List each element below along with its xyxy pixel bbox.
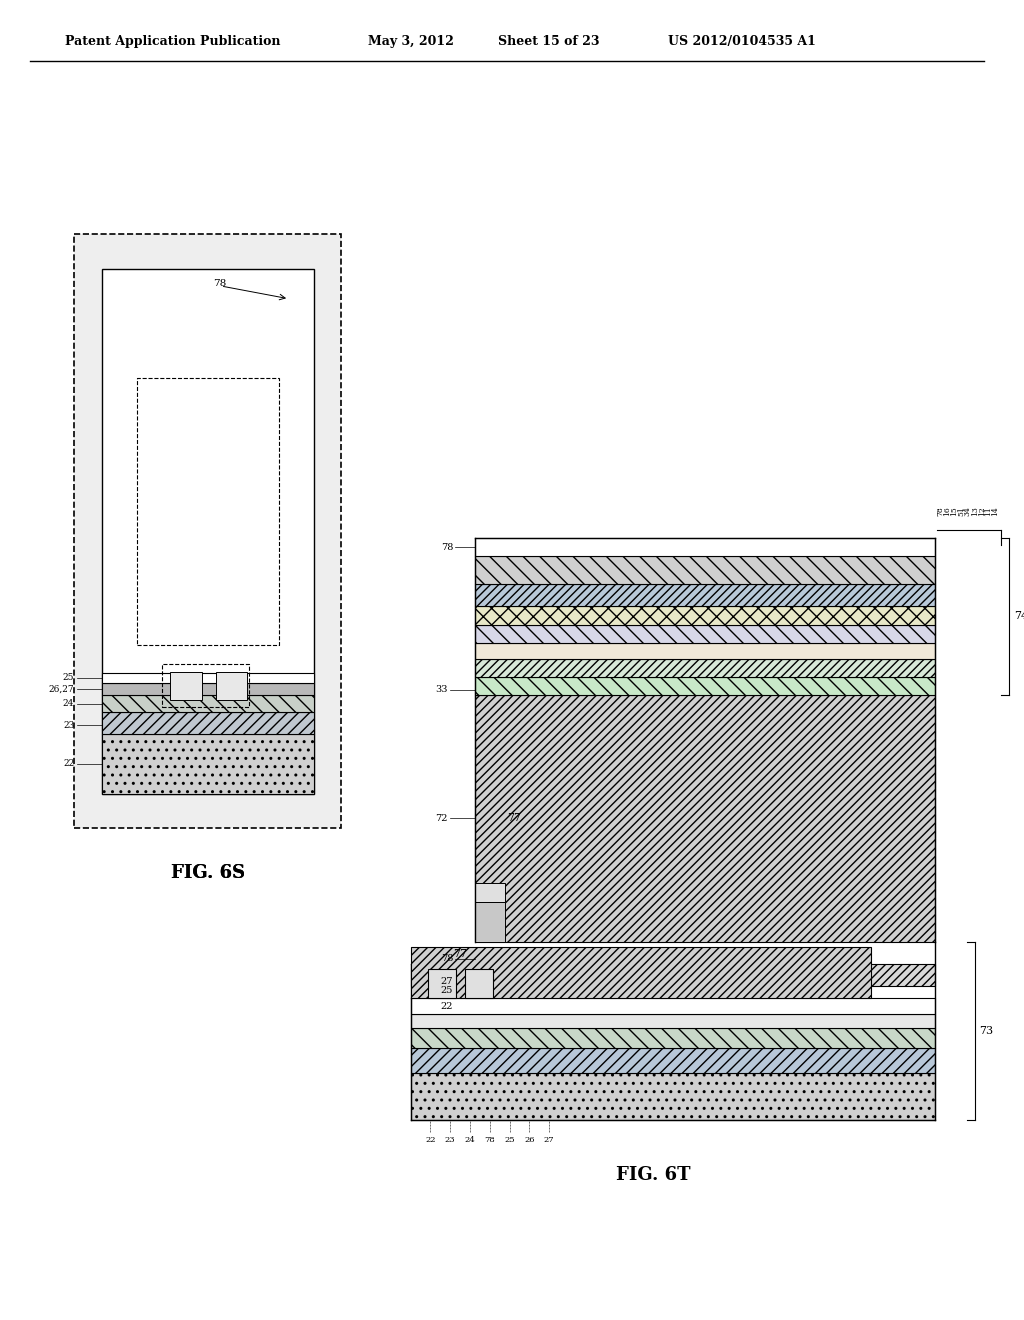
Text: 27: 27 <box>440 977 454 986</box>
Text: 11: 11 <box>985 506 992 516</box>
Text: 23: 23 <box>62 721 74 730</box>
Bar <box>475 694 935 942</box>
Text: 15: 15 <box>950 506 958 516</box>
Bar <box>216 672 248 700</box>
Bar <box>170 672 202 700</box>
Bar <box>74 235 341 828</box>
Text: 72: 72 <box>435 814 447 822</box>
Bar <box>475 626 935 643</box>
Bar <box>102 694 313 713</box>
Bar <box>411 1028 935 1048</box>
Text: FIG. 6S: FIG. 6S <box>171 863 245 882</box>
Text: 16: 16 <box>943 506 951 516</box>
Bar <box>475 606 935 626</box>
Bar <box>475 659 935 677</box>
Text: 34: 34 <box>964 506 972 516</box>
Text: 24: 24 <box>62 700 74 708</box>
Bar <box>411 1048 935 1073</box>
Text: 78: 78 <box>441 543 454 552</box>
Text: 51: 51 <box>956 506 965 516</box>
Bar <box>475 556 935 583</box>
Bar <box>475 903 505 942</box>
Bar <box>475 643 935 659</box>
Text: 26: 26 <box>524 1137 535 1144</box>
Text: 33: 33 <box>435 685 447 694</box>
Text: 23: 23 <box>445 1137 456 1144</box>
Text: 25: 25 <box>441 986 454 995</box>
Text: 78: 78 <box>484 1137 496 1144</box>
Bar <box>102 682 313 694</box>
Text: 24: 24 <box>465 1137 475 1144</box>
Bar <box>411 1014 935 1028</box>
Text: 78: 78 <box>936 506 944 516</box>
Bar <box>475 583 935 606</box>
Text: FIG. 6T: FIG. 6T <box>615 1166 690 1184</box>
Text: 25: 25 <box>62 673 74 682</box>
Text: 77: 77 <box>508 813 521 824</box>
Text: 74: 74 <box>1014 611 1024 622</box>
Text: 22: 22 <box>62 759 74 768</box>
Bar <box>475 539 935 556</box>
Text: 12: 12 <box>978 506 986 516</box>
Text: 27: 27 <box>544 1137 555 1144</box>
Text: Patent Application Publication: Patent Application Publication <box>66 36 281 48</box>
Bar <box>136 378 280 645</box>
Bar <box>475 883 505 903</box>
Text: 77: 77 <box>454 949 467 958</box>
Bar <box>102 673 313 682</box>
Text: 22: 22 <box>425 1137 436 1144</box>
Bar <box>411 964 935 986</box>
Text: 14: 14 <box>991 506 999 516</box>
Bar <box>411 1073 935 1121</box>
Text: 26,27: 26,27 <box>48 684 74 693</box>
Text: 78: 78 <box>213 280 226 289</box>
Text: Sheet 15 of 23: Sheet 15 of 23 <box>499 36 600 48</box>
Text: 73: 73 <box>980 1026 993 1036</box>
Text: FIG. 6S: FIG. 6S <box>171 863 245 882</box>
Bar <box>162 664 250 706</box>
Text: 25: 25 <box>505 1137 515 1144</box>
Bar <box>465 969 493 998</box>
Text: 22: 22 <box>440 1002 454 1011</box>
Text: 78: 78 <box>441 954 454 964</box>
Bar <box>411 946 870 998</box>
Bar <box>411 998 935 1014</box>
Bar <box>475 677 935 694</box>
Bar <box>102 713 313 734</box>
Text: US 2012/0104535 A1: US 2012/0104535 A1 <box>669 36 816 48</box>
Text: 13: 13 <box>971 506 979 516</box>
Text: May 3, 2012: May 3, 2012 <box>368 36 454 48</box>
Bar <box>428 969 457 998</box>
Bar <box>102 269 313 793</box>
Bar <box>102 734 313 793</box>
